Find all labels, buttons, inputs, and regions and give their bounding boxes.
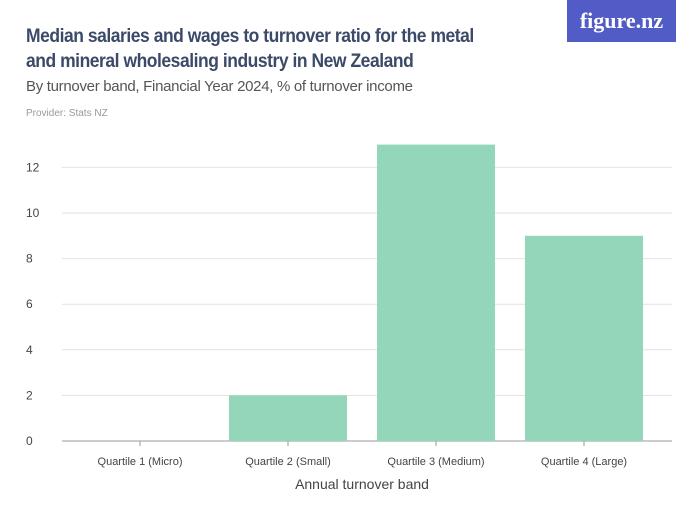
y-tick-label: 10 bbox=[26, 206, 40, 220]
x-tick-label: Quartile 3 (Medium) bbox=[387, 456, 484, 468]
x-tick-label: Quartile 4 (Large) bbox=[541, 456, 627, 468]
bar[interactable] bbox=[525, 235, 643, 441]
figure-nz-logo[interactable]: figure.nz bbox=[567, 0, 676, 42]
x-tick-label: Quartile 1 (Micro) bbox=[98, 456, 183, 468]
x-axis-label: Annual turnover band bbox=[295, 476, 429, 492]
y-tick-label: 2 bbox=[26, 388, 33, 402]
chart-title: Median salaries and wages to turnover ra… bbox=[26, 26, 474, 72]
y-tick-label: 0 bbox=[26, 434, 33, 448]
bar[interactable] bbox=[229, 395, 347, 441]
y-tick-label: 4 bbox=[26, 343, 33, 357]
provider-label: Provider: Stats NZ bbox=[26, 108, 108, 119]
y-tick-label: 12 bbox=[26, 160, 40, 174]
bar[interactable] bbox=[377, 144, 495, 441]
y-tick-label: 6 bbox=[26, 297, 33, 311]
logo-text: figure.nz bbox=[579, 8, 664, 33]
y-tick-label: 8 bbox=[26, 252, 33, 266]
chart-subtitle: By turnover band, Financial Year 2024, %… bbox=[26, 78, 413, 95]
x-tick-label: Quartile 2 (Small) bbox=[245, 456, 331, 468]
